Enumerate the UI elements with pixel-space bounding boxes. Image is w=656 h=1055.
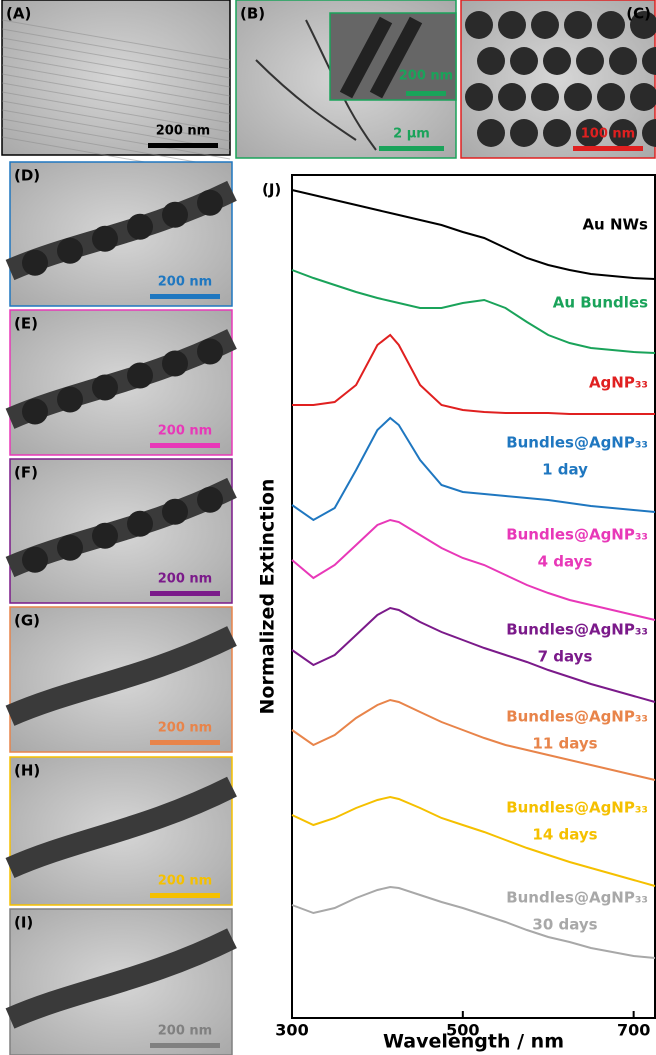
series-age: 30 days [532,916,597,934]
spectrum [292,190,655,279]
scale-label: 200 nm [158,1024,212,1039]
texture [498,83,526,111]
texture [597,83,625,111]
figure: (A) 200 nm 200 nm (B) 2 µm (C) 100 nm (D) 200 nm… [0,0,656,1055]
texture [162,351,188,377]
series-label: Bundles@AgNP₃₃ [506,621,648,639]
scale-bar [150,443,220,448]
scale-label: 200 nm [158,721,212,736]
texture [92,375,118,401]
x-axis-label: Wavelength / nm [383,1031,564,1053]
scale-bar [150,294,220,299]
panel-label: (B) [240,5,265,23]
scale-bar [573,146,643,151]
texture [197,190,223,216]
series-age: 4 days [538,553,593,571]
scale-bar [406,91,446,96]
texture [531,83,559,111]
scale-label: 200 nm [158,874,212,889]
panel-label: (F) [14,464,38,482]
scale-bar [379,146,444,151]
scale-label: 200 nm [158,424,212,439]
x-tick-label: 300 [275,1021,308,1040]
series-age: 14 days [532,826,597,844]
scale-bar [148,143,218,148]
panel-label: (E) [14,315,38,333]
texture [564,11,592,39]
texture [510,47,538,75]
texture [197,339,223,365]
texture [197,487,223,513]
texture [477,119,505,147]
texture [162,202,188,228]
scale-bar [150,740,220,745]
scale-label: 200 nm [399,69,453,84]
panel-label: (G) [14,612,40,630]
texture [531,11,559,39]
scale-label: 100 nm [581,127,635,142]
panel-label: (C) [626,5,651,23]
spectrum [292,270,655,353]
series-label: Au Bundles [553,294,648,312]
series-label: Au NWs [582,216,648,234]
texture [127,363,153,389]
panel-label: (I) [14,914,33,932]
texture [543,119,571,147]
series-label: Bundles@AgNP₃₃ [506,889,648,907]
texture [477,47,505,75]
texture [564,83,592,111]
texture [92,226,118,252]
series-label: Bundles@AgNP₃₃ [506,434,648,452]
scale-bar [150,591,220,596]
series-label: Bundles@AgNP₃₃ [506,526,648,544]
texture [92,523,118,549]
panel-label: (H) [14,762,40,780]
series-label: Bundles@AgNP₃₃ [506,708,648,726]
scale-label: 200 nm [158,275,212,290]
texture [510,119,538,147]
series-age: 1 day [542,461,588,479]
panel-label: (J) [262,181,281,199]
texture [465,83,493,111]
series-age: 7 days [538,648,593,666]
texture [465,11,493,39]
texture [127,214,153,240]
scale-label: 2 µm [393,127,430,142]
texture [498,11,526,39]
scale-bar [150,1043,220,1048]
texture [127,511,153,537]
texture [597,11,625,39]
scale-label: 200 nm [158,572,212,587]
texture [22,250,48,276]
texture [543,47,571,75]
x-tick-label: 700 [617,1021,650,1040]
series-label: AgNP₃₃ [589,374,648,392]
texture [576,47,604,75]
texture [57,387,83,413]
texture [22,399,48,425]
texture [22,547,48,573]
y-axis-label: Normalized Extinction [257,479,279,715]
texture [57,238,83,264]
scale-bar [150,893,220,898]
texture [57,535,83,561]
series-label: Bundles@AgNP₃₃ [506,799,648,817]
texture [162,499,188,525]
panel-label: (D) [14,167,40,185]
scale-label: 200 nm [156,124,210,139]
series-age: 11 days [532,735,597,753]
panel-label: (A) [6,5,31,23]
texture [609,47,637,75]
